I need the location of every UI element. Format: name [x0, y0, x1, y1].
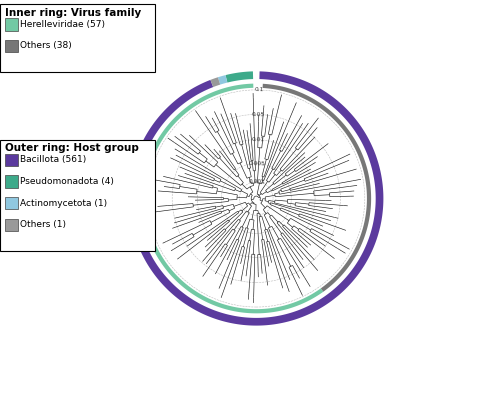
Polygon shape — [129, 72, 384, 326]
Text: Outer ring: Host group: Outer ring: Host group — [5, 143, 139, 153]
Text: 0.1: 0.1 — [254, 87, 264, 92]
Polygon shape — [142, 84, 324, 313]
Text: Others (1): Others (1) — [20, 220, 66, 229]
Polygon shape — [226, 72, 253, 83]
Polygon shape — [210, 77, 220, 87]
Text: Herelleviridae (57): Herelleviridae (57) — [20, 20, 105, 29]
Text: 0.001: 0.001 — [248, 179, 265, 184]
FancyBboxPatch shape — [0, 4, 155, 72]
FancyBboxPatch shape — [5, 219, 18, 231]
Polygon shape — [218, 75, 228, 84]
FancyBboxPatch shape — [5, 175, 18, 188]
FancyBboxPatch shape — [5, 154, 18, 166]
Text: Actinomycetota (1): Actinomycetota (1) — [20, 199, 107, 208]
Polygon shape — [262, 84, 371, 292]
FancyBboxPatch shape — [5, 40, 18, 52]
Text: 0.05: 0.05 — [252, 112, 265, 117]
Text: 0.005: 0.005 — [248, 161, 266, 166]
Text: Inner ring: Virus family: Inner ring: Virus family — [5, 8, 141, 18]
Text: Others (38): Others (38) — [20, 42, 72, 50]
FancyBboxPatch shape — [0, 140, 155, 251]
Text: Pseudomonadota (4): Pseudomonadota (4) — [20, 177, 114, 186]
Text: Bacillota (561): Bacillota (561) — [20, 156, 86, 164]
Text: 0.01: 0.01 — [251, 137, 264, 142]
FancyBboxPatch shape — [5, 18, 18, 31]
FancyBboxPatch shape — [5, 197, 18, 209]
